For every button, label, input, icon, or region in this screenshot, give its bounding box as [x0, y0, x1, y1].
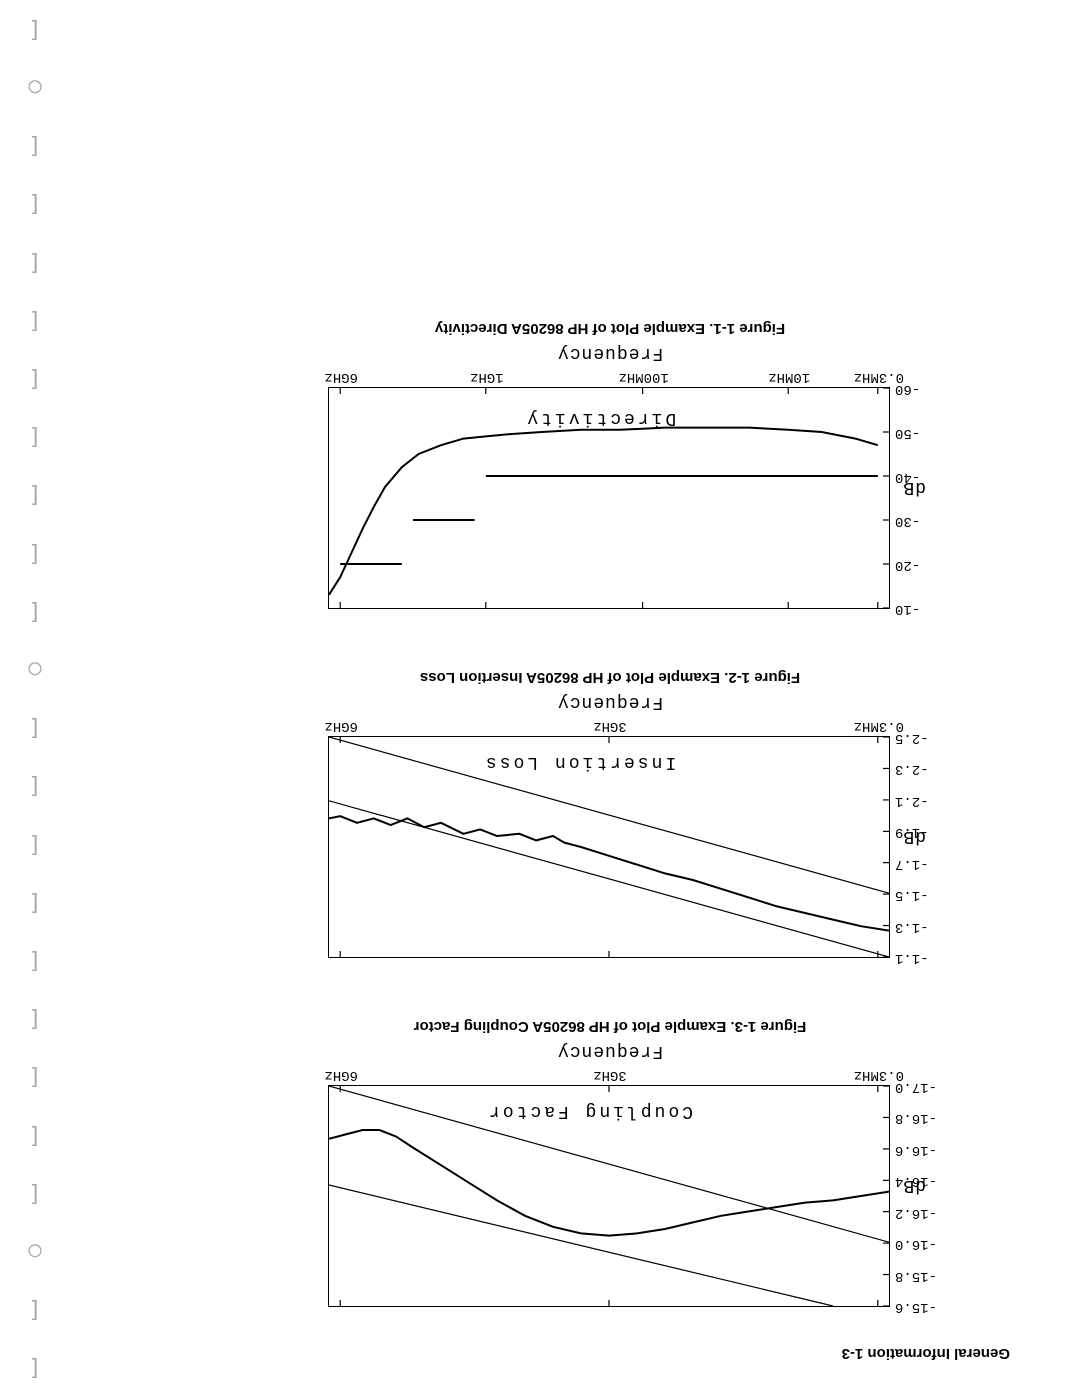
- x-tick-label: 0.3MHz: [854, 369, 904, 385]
- y-tick-label: -1.9: [895, 824, 929, 840]
- x-tick-label: 0.3MHz: [854, 1067, 904, 1083]
- main-curve: [329, 816, 889, 930]
- x-tick-label: 100MHz: [618, 369, 668, 385]
- figure-caption: Figure 1-3. Example Plot of HP 86205A Co…: [330, 1018, 890, 1035]
- x-ticks: 0.3MHz3GHz6GHz: [330, 1063, 890, 1085]
- in-plot-label: Directivity: [524, 408, 676, 428]
- x-tick-label: 6GHz: [324, 718, 358, 734]
- x-tick-label: 6GHz: [324, 369, 358, 385]
- y-tick-label: -2.3: [895, 761, 929, 777]
- binding-holes: [[○[[[ [[[[[[ ○[[[[[ [[[[○[: [0, 0, 70, 1397]
- x-ticks: 0.3MHz3GHz6GHz: [330, 714, 890, 736]
- plot-area: Coupling Factor: [328, 1085, 890, 1307]
- chart-wrap: dB-60-50-40-30-20-10Directivity0.3MHz10M…: [330, 365, 890, 609]
- y-tick-label: -1.3: [895, 919, 929, 935]
- figure-coupling: dB-17.0-16.8-16.6-16.4-16.2-16.0-15.8-15…: [190, 1018, 1010, 1307]
- figures-container: dB-17.0-16.8-16.6-16.4-16.2-16.0-15.8-15…: [190, 320, 1010, 1307]
- chart-wrap: dB-17.0-16.8-16.6-16.4-16.2-16.0-15.8-15…: [330, 1063, 890, 1307]
- figure-directivity: dB-60-50-40-30-20-10Directivity0.3MHz10M…: [190, 320, 1010, 609]
- x-axis-label: Frequency: [330, 692, 890, 712]
- chart-wrap: dB-2.5-2.3-2.1-1.9-1.7-1.5-1.3-1.1Insert…: [330, 714, 890, 958]
- x-axis-label: Frequency: [330, 1041, 890, 1061]
- main-curve: [329, 1130, 889, 1236]
- x-tick-label: 1GHz: [470, 369, 504, 385]
- y-tick-label: -30: [895, 513, 920, 529]
- y-tick-label: -1.1: [895, 950, 929, 966]
- y-tick-label: -16.4: [895, 1173, 937, 1189]
- y-tick-label: -16.2: [895, 1205, 937, 1221]
- in-plot-label: Coupling Factor: [486, 1101, 693, 1121]
- y-tick-label: -1.7: [895, 856, 929, 872]
- limit-lower: [329, 1185, 833, 1306]
- y-tick-label: -2.1: [895, 793, 929, 809]
- x-tick-label: 10MHz: [768, 369, 810, 385]
- y-ticks: -17.0-16.8-16.6-16.4-16.2-16.0-15.8-15.6: [895, 1087, 950, 1307]
- y-tick-label: -40: [895, 469, 920, 485]
- figure-caption: Figure 1-2. Example Plot of HP 86205A In…: [330, 669, 890, 686]
- y-tick-label: -15.8: [895, 1268, 937, 1284]
- page: [[○[[[ [[[[[[ ○[[[[[ [[[[○[ General Info…: [0, 0, 1080, 1397]
- in-plot-label: Insertion Loss: [483, 752, 676, 772]
- main-curve: [329, 428, 878, 595]
- x-tick-label: 0.3MHz: [854, 718, 904, 734]
- y-tick-label: -16.0: [895, 1236, 937, 1252]
- plot-area: Directivity: [328, 387, 890, 609]
- x-tick-label: 3GHz: [593, 718, 627, 734]
- y-tick-label: -15.6: [895, 1299, 937, 1315]
- x-ticks: 0.3MHz10MHz100MHz1GHz6GHz: [330, 365, 890, 387]
- y-tick-label: -16.6: [895, 1142, 937, 1158]
- y-tick-label: -10: [895, 601, 920, 617]
- page-content: General Information 1-3 dB-17.0-16.8-16.…: [190, 280, 1010, 1367]
- page-header: General Information 1-3: [842, 1345, 1010, 1362]
- y-tick-label: -1.5: [895, 887, 929, 903]
- x-axis-label: Frequency: [330, 343, 890, 363]
- figure-insertion: dB-2.5-2.3-2.1-1.9-1.7-1.5-1.3-1.1Insert…: [190, 669, 1010, 958]
- y-tick-label: -50: [895, 425, 920, 441]
- x-tick-label: 6GHz: [324, 1067, 358, 1083]
- y-tick-label: -20: [895, 557, 920, 573]
- y-tick-label: -16.8: [895, 1110, 937, 1126]
- x-tick-label: 3GHz: [593, 1067, 627, 1083]
- figure-caption: Figure 1-1. Example Plot of HP 86205A Di…: [330, 320, 890, 337]
- plot-area: Insertion Loss: [328, 736, 890, 958]
- y-ticks: -2.5-2.3-2.1-1.9-1.7-1.5-1.3-1.1: [895, 738, 950, 958]
- y-ticks: -60-50-40-30-20-10: [895, 389, 950, 609]
- limit-lower: [329, 801, 889, 957]
